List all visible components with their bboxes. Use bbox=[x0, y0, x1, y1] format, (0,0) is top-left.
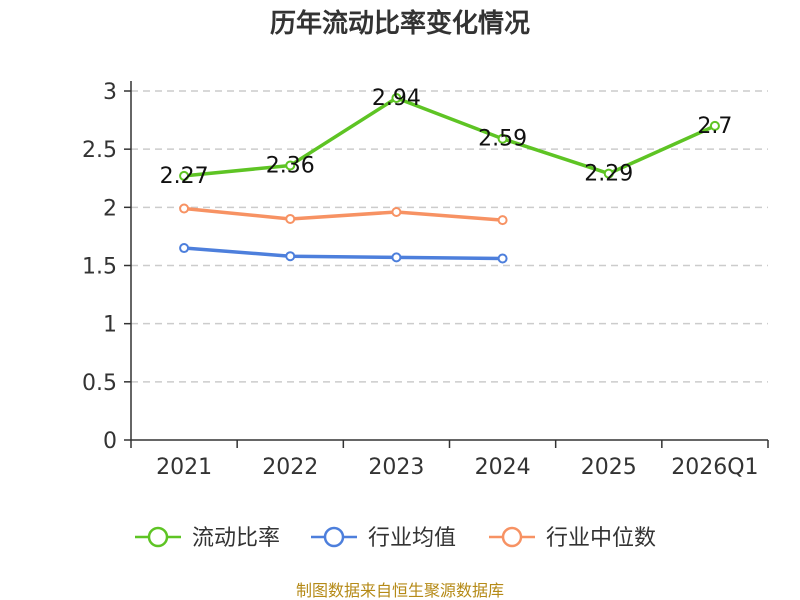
x-tick-label: 2023 bbox=[368, 455, 424, 480]
data-point bbox=[497, 253, 508, 264]
data-point bbox=[285, 251, 296, 262]
legend[interactable]: 流动比率 行业均值 行业中位数 bbox=[135, 526, 656, 551]
data-label: 2.59 bbox=[478, 127, 527, 152]
legend-item[interactable]: 流动比率 bbox=[135, 526, 280, 551]
data-labels: 2.27 2.36 2.94 2.59 2.29 2.7 bbox=[160, 86, 733, 189]
data-point bbox=[709, 120, 720, 131]
x-tick-label: 2024 bbox=[475, 455, 531, 480]
series-line bbox=[183, 96, 716, 178]
y-tick-label: 0.5 bbox=[82, 371, 117, 396]
data-label: 2.94 bbox=[372, 86, 421, 111]
data-point bbox=[391, 252, 402, 263]
chart-title: 历年流动比率变化情况 bbox=[270, 8, 530, 39]
data-point bbox=[179, 170, 190, 181]
y-tick-label: 1.5 bbox=[82, 255, 117, 280]
data-point bbox=[179, 243, 190, 254]
legend-swatch-marker bbox=[501, 526, 523, 548]
legend-swatch-marker bbox=[323, 526, 345, 548]
x-tick-label: 2022 bbox=[262, 455, 318, 480]
data-label: 2.27 bbox=[160, 164, 209, 189]
data-point bbox=[285, 160, 296, 171]
y-tick-label: 1 bbox=[103, 313, 117, 338]
y-tick-label: 3 bbox=[103, 80, 117, 105]
source-note: 制图数据来自恒生聚源数据库 bbox=[296, 581, 504, 600]
data-point bbox=[603, 168, 614, 179]
x-tick-label: 2025 bbox=[581, 455, 637, 480]
data-point bbox=[179, 203, 190, 214]
legend-swatch-marker bbox=[147, 526, 169, 548]
y-tick-label: 2.5 bbox=[82, 138, 117, 163]
x-tick-label: 2026Q1 bbox=[671, 455, 758, 480]
data-point bbox=[391, 92, 402, 103]
legend-item[interactable]: 行业均值 bbox=[311, 526, 456, 551]
grid bbox=[131, 90, 768, 383]
data-point bbox=[391, 206, 402, 217]
x-tick-label: 2021 bbox=[156, 455, 212, 480]
data-label: 2.36 bbox=[266, 153, 315, 178]
series-line bbox=[183, 246, 503, 261]
data-label: 2.7 bbox=[697, 114, 732, 139]
series-line bbox=[183, 206, 503, 222]
legend-label: 行业中位数 bbox=[546, 526, 656, 551]
legend-label: 行业均值 bbox=[368, 526, 456, 551]
data-label: 2.29 bbox=[584, 162, 633, 187]
y-tick-label: 2 bbox=[103, 196, 117, 221]
y-tick-label: 0 bbox=[103, 429, 117, 454]
legend-item[interactable]: 行业中位数 bbox=[489, 526, 656, 551]
data-point bbox=[497, 133, 508, 144]
series-group bbox=[179, 92, 720, 264]
legend-label: 流动比率 bbox=[192, 526, 280, 551]
axes: 0 0.5 1 1.5 2 2.5 3 2021 2022 2023 2024 2025 2026Q1 bbox=[82, 80, 769, 480]
data-point bbox=[497, 215, 508, 226]
data-point bbox=[285, 213, 296, 224]
